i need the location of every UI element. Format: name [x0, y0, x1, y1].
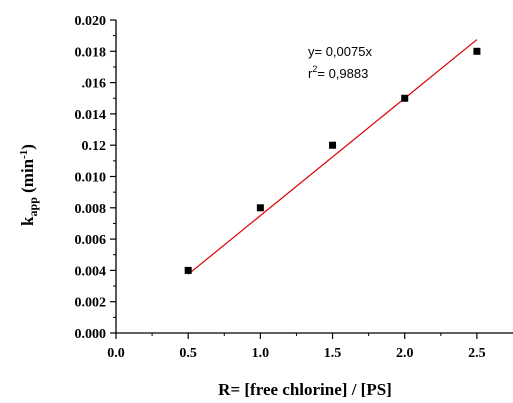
fit-equation: y= 0,0075x: [308, 44, 372, 59]
y-tick-label: .016: [82, 77, 107, 92]
x-ticks: 0.0 0.5 1.0 1.5 2.0 2.5: [107, 333, 486, 361]
fit-r-squared-r: r: [308, 66, 313, 81]
y-tick-label: 0.014: [75, 108, 107, 123]
data-point: [473, 47, 481, 55]
y-tick-label: 0.020: [75, 14, 107, 29]
x-tick-label: 1.0: [252, 346, 270, 361]
y-axis-title-unit-exp: -1: [18, 150, 30, 159]
y-tick-label: 0.018: [75, 45, 107, 60]
y-tick-label: 0.004: [75, 264, 107, 279]
data-point: [184, 266, 192, 274]
x-tick-label: 0.0: [107, 346, 125, 361]
data-point: [329, 141, 337, 149]
y-axis-title-unit-close: ): [18, 144, 37, 150]
fit-r-squared: r2= 0,9883: [308, 64, 368, 81]
fit-line: [187, 39, 478, 275]
y-axis-title-unit: (min: [18, 158, 37, 197]
data-point: [256, 204, 264, 212]
x-tick-label: 2.5: [468, 346, 486, 361]
y-tick-label: 0.000: [75, 327, 107, 342]
y-axis-title: kapp (min-1): [18, 144, 40, 226]
y-tick-label: 0.006: [75, 233, 107, 248]
x-tick-label: 2.0: [396, 346, 414, 361]
y-axis-title-main: k: [18, 216, 37, 226]
x-axis-title: R= [free chlorine] / [PS]: [218, 380, 392, 399]
fit-r-squared-exp: 2: [312, 64, 317, 74]
data-point: [401, 94, 409, 102]
x-tick-label: 0.5: [179, 346, 197, 361]
fit-line-group: [187, 39, 478, 275]
y-tick-label: 0.002: [75, 296, 107, 311]
data-points: [184, 47, 481, 274]
y-ticks: 0.000 0.002 0.004 0.006 0.008 0.010 0.12 0.014.…: [75, 14, 116, 342]
y-axis-title-sub: app: [26, 197, 40, 217]
fit-r-squared-value: = 0,9883: [317, 66, 368, 81]
y-tick-label: 0.12: [82, 139, 107, 154]
y-tick-label: 0.008: [75, 202, 107, 217]
y-tick-label: 0.010: [75, 171, 107, 186]
x-tick-label: 1.5: [324, 346, 342, 361]
